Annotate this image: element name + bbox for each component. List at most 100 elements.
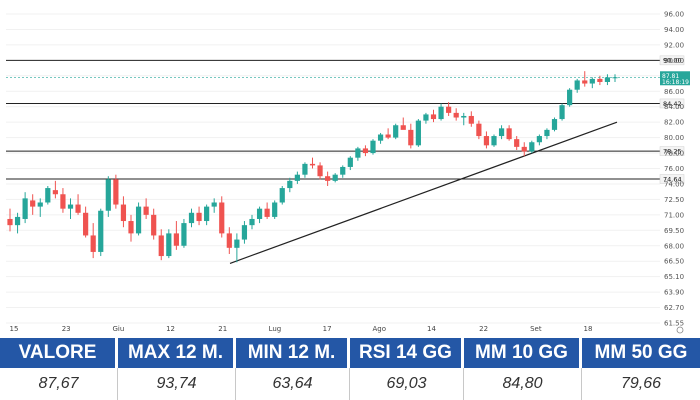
candle-body (483, 136, 490, 146)
candle-body (166, 233, 172, 257)
y-tick-label: 80.00 (664, 134, 684, 142)
candle-body (211, 202, 217, 207)
stat-value-rsi-14gg: 69,03 (350, 368, 464, 400)
candle-body (22, 198, 28, 219)
y-tick-label: 86.00 (664, 88, 684, 96)
candle-body (234, 239, 240, 248)
current-price-badge (660, 71, 690, 86)
candle-body (204, 206, 210, 222)
candle-body (151, 214, 157, 236)
candle-body (468, 115, 474, 124)
candle-body (438, 106, 444, 120)
candle-body (604, 77, 611, 82)
candle-body (309, 163, 316, 166)
candle-body (347, 157, 353, 167)
candle-body (120, 204, 127, 222)
candle-body (589, 78, 595, 84)
candle-body (430, 114, 437, 120)
candle-body (559, 105, 565, 120)
candle-body (287, 180, 293, 189)
candle-body (544, 129, 550, 137)
stats-header-row: VALORE MAX 12 M. MIN 12 M. RSI 14 GG MM … (0, 338, 700, 368)
stat-value-mm-10gg: 84,80 (464, 368, 582, 400)
candle-body (332, 174, 338, 181)
current-price-time: 16:18:19 (662, 79, 689, 86)
candle-body (498, 128, 505, 137)
y-tick-label: 76.00 (664, 165, 684, 173)
y-tick-label: 90.00 (664, 57, 684, 65)
x-tick-label: 17 (323, 325, 332, 333)
candle-body (362, 148, 369, 154)
x-tick-label: 21 (218, 325, 227, 333)
candle-body (415, 120, 421, 146)
candle-body (173, 233, 179, 246)
level-label: 74.64 (663, 175, 682, 183)
y-tick-label: 63.90 (664, 289, 684, 297)
stats-value-row: 87,67 93,74 63,64 69,03 84,80 79,66 (0, 368, 700, 400)
candle-body (491, 136, 497, 146)
settings-gear-icon (676, 326, 684, 334)
y-tick-label: 84.00 (664, 103, 684, 111)
candle-body (521, 146, 527, 152)
candle-body (514, 139, 520, 147)
x-tick-label: 22 (479, 325, 488, 333)
stat-value-valore: 87,67 (0, 368, 118, 400)
stats-table: VALORE MAX 12 M. MIN 12 M. RSI 14 GG MM … (0, 338, 700, 400)
candle-body (135, 206, 142, 234)
y-tick-label: 78.00 (664, 150, 684, 158)
x-tick-label: 12 (166, 325, 175, 333)
level-label-box (659, 98, 685, 109)
candle-body (325, 176, 331, 181)
y-tick-label: 94.00 (664, 26, 684, 34)
level-label-box (659, 146, 685, 156)
candle-body (279, 188, 285, 203)
y-tick-label: 92.00 (664, 41, 684, 49)
candle-body (83, 212, 89, 236)
x-tick-label: 15 (10, 325, 19, 333)
x-tick-label: Ago (373, 325, 387, 333)
y-tick-label: 65.10 (664, 273, 684, 281)
stat-value-mm-50gg: 79,66 (620, 375, 662, 392)
candlestick-chart: 90.00 84.42 78.25 74.64 96.00 94.00 92.00 90.0… (6, 11, 690, 334)
y-tick-label: 71.00 (664, 211, 684, 219)
candle-body (597, 78, 603, 82)
y-tick-label: 69.50 (664, 227, 684, 235)
y-tick-label: 61.55 (664, 320, 684, 328)
candle-body (67, 204, 74, 209)
candle-body (377, 134, 384, 141)
candle-body (188, 212, 195, 224)
candle-body (226, 233, 232, 248)
candle-body (98, 210, 104, 252)
candle-body (423, 114, 429, 121)
candle-body (408, 129, 414, 146)
candle-body (181, 223, 187, 246)
candle-body (128, 221, 134, 234)
stat-header-max-12m: MAX 12 M. (118, 338, 236, 368)
candle-body (567, 89, 573, 106)
x-tick-label: Set (530, 325, 542, 333)
y-tick-label: 74.00 (664, 180, 684, 188)
level-label-box (659, 55, 685, 66)
y-tick-label: 68.00 (664, 242, 684, 250)
candle-body (340, 166, 346, 175)
candle-body (249, 218, 255, 226)
x-tick-label: Lug (269, 325, 282, 333)
candle-body (14, 216, 21, 226)
candle-body (302, 163, 308, 175)
x-tick-label: 18 (584, 325, 593, 333)
candle-body (317, 165, 323, 177)
candle-body (385, 134, 391, 138)
candle-body (52, 190, 58, 195)
candle-body (90, 235, 96, 252)
candle-body (536, 136, 542, 143)
level-label: 78.25 (663, 147, 682, 155)
candle-body (370, 140, 376, 154)
candle-body (7, 218, 13, 226)
candle-body (400, 125, 406, 130)
level-label: 90.00 (663, 57, 682, 65)
stat-header-rsi-14gg: RSI 14 GG (350, 338, 464, 368)
current-price-value: 87.81 (662, 73, 679, 80)
candle-body (105, 179, 111, 211)
candle-body (196, 212, 202, 222)
